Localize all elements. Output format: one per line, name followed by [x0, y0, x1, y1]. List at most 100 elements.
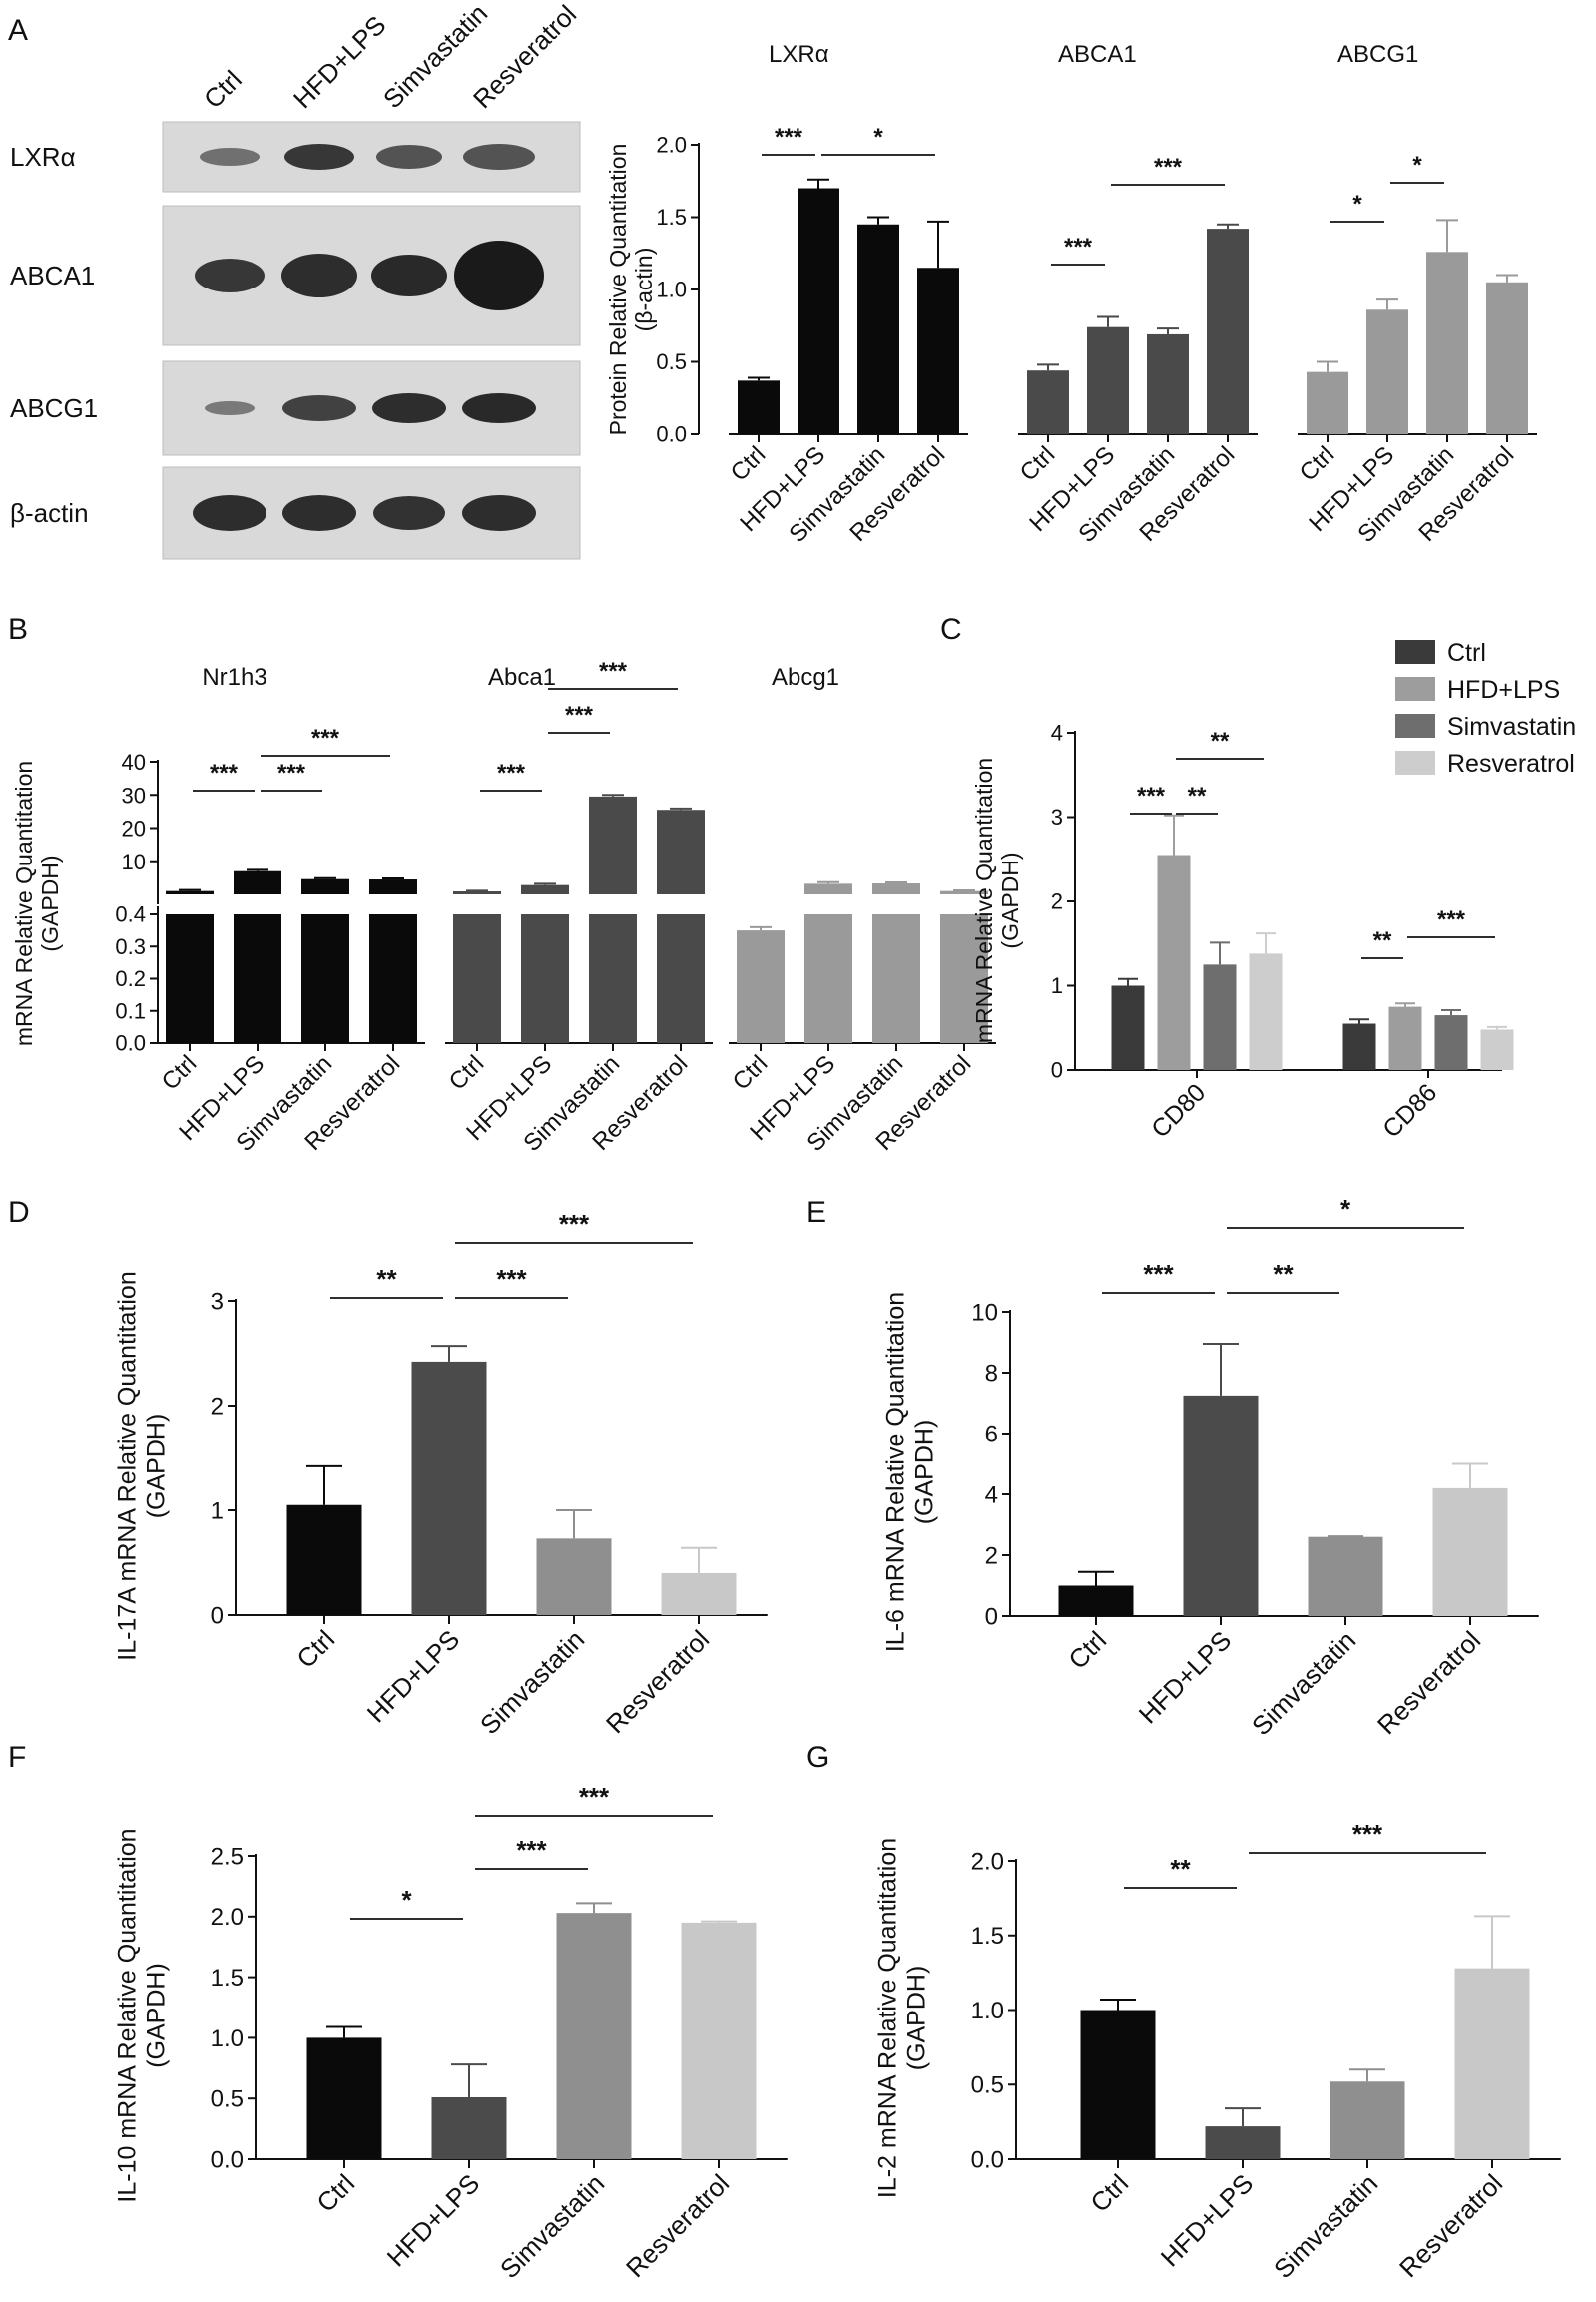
chartF-sig-label: *	[401, 1885, 412, 1915]
chart-c-bar	[1342, 1023, 1376, 1070]
chartD-yaxis-tick-label: 0	[211, 1602, 224, 1629]
chartE-yaxis-tick-label: 0	[985, 1603, 998, 1630]
chart-f-il10: 0.0 0.5 1.0 1.5 2.0 2.5 IL-10 mRNA Relative Qu…	[114, 1782, 788, 2284]
panel-letter-c: C	[940, 613, 962, 646]
chart-c-bar	[1249, 953, 1283, 1070]
chart-b-sig-label: ***	[599, 658, 628, 685]
chart-c-legend-swatch	[1395, 677, 1435, 701]
chart-b-bar-lower	[589, 914, 637, 1043]
blot-row-label: β-actin	[10, 498, 89, 528]
chart-b-bar-upper	[589, 796, 637, 894]
chartF-sig-label: ***	[516, 1835, 547, 1865]
panel-letter-b: B	[8, 613, 28, 646]
blot-band	[372, 393, 446, 423]
chart-b-bar-upper	[872, 883, 920, 894]
chartG-yaxis-tick-label: 1.5	[971, 1923, 1004, 1950]
blot-lane-label: Ctrl	[198, 64, 248, 114]
chartE-bar	[1308, 1536, 1383, 1616]
chartE-yaxis-tick-label: 4	[985, 1481, 998, 1508]
chartG-sig-label: **	[1170, 1854, 1191, 1884]
chart-b-bar-upper	[234, 870, 281, 894]
chart-a-bar	[857, 224, 899, 434]
panel-letters: A B C D E F G	[8, 14, 962, 1774]
chart-b-bar-upper	[369, 879, 417, 894]
blot-band	[462, 495, 536, 531]
chartF-xtick-label: Resveratrol	[620, 2168, 735, 2283]
chart-c-legend-swatch	[1395, 640, 1435, 664]
chartD-xtick-label: Simvastatin	[474, 1624, 590, 1740]
chart-a-sig-label: *	[1352, 191, 1362, 218]
blot-lane-label: HFD+LPS	[287, 10, 391, 114]
blot-band	[376, 145, 442, 169]
chartE-xtick-label: Resveratrol	[1371, 1625, 1486, 1740]
chartF-bar	[306, 2037, 382, 2159]
chart-a-sig-label: ***	[1064, 234, 1093, 261]
chartE-yaxis-tick-label: 2	[985, 1542, 998, 1569]
blot-band	[282, 395, 356, 421]
chart-a-yaxis-tick-label: 0.0	[656, 422, 687, 447]
chart-c-legend-swatch	[1395, 714, 1435, 738]
chart-a-xtick-label: Ctrl	[726, 441, 771, 486]
chartE-sig-label: ***	[1143, 1259, 1174, 1289]
chartG-xtick-label: Resveratrol	[1393, 2168, 1508, 2283]
panel-letter-d: D	[8, 1196, 30, 1229]
chartE-ytitle: IL-6 mRNA Relative Quantitation	[882, 1292, 910, 1652]
panel-letter-e: E	[806, 1196, 826, 1229]
chart-b-ytick-label: 10	[122, 850, 146, 874]
chart-c-bar	[1434, 1015, 1468, 1070]
chart-b-yaxis-lower-tick-label: 0.1	[115, 998, 146, 1023]
chart-c-yaxis-tick-label: 3	[1051, 805, 1063, 830]
chartE-xtick-label: Simvastatin	[1246, 1625, 1361, 1741]
chart-c-legend-label: Simvastatin	[1447, 713, 1576, 741]
chart-a-protein: 0.0 0.5 1.0 1.5 2.0 Protein Relative Quantita…	[605, 41, 1537, 548]
blot-band	[200, 148, 260, 166]
blot-row-label: ABCA1	[10, 261, 95, 290]
chartG-bar	[1205, 2126, 1281, 2159]
chart-a-bar	[1027, 370, 1069, 434]
chart-c-yaxis-tick-label: 0	[1051, 1058, 1063, 1083]
chartD-sig-label: ***	[559, 1209, 590, 1239]
chartE-bar	[1183, 1395, 1259, 1616]
chart-b-yaxis-lower-tick-label: 0.0	[115, 1031, 146, 1056]
chart-b-bar	[737, 930, 785, 1043]
chartF-ytitle: (GAPDH)	[142, 1963, 170, 2068]
chart-a-ytitle: Protein Relative Quantitation	[605, 144, 631, 436]
chartF-xtick-label: Ctrl	[310, 2168, 360, 2218]
chartD-xtick-label: Ctrl	[290, 1624, 340, 1674]
blot-band	[284, 144, 354, 170]
chart-b-bar-upper	[804, 883, 852, 894]
chartF-yaxis-tick-label: 1.5	[211, 1965, 244, 1992]
chart-b-bar-upper	[166, 890, 214, 894]
chart-c-xtick-label: CD80	[1146, 1078, 1211, 1143]
chart-a-xtick-label: Ctrl	[1295, 441, 1339, 486]
panel-letter-a: A	[8, 14, 28, 47]
chartE-bar	[1432, 1487, 1508, 1616]
chart-g-il2: 0.0 0.5 1.0 1.5 2.0 IL-2 mRNA Relative Quanti…	[874, 1819, 1561, 2284]
chartE-sig-label: *	[1340, 1194, 1351, 1224]
chart-b-bar-upper	[521, 884, 569, 894]
chart-b-bar-upper	[453, 891, 501, 894]
blot-band	[463, 144, 535, 170]
chart-b-bar-lower	[369, 914, 417, 1043]
chart-b-bar-lower	[453, 914, 501, 1043]
chartG-yaxis-tick-label: 2.0	[971, 1848, 1004, 1875]
chartD-sig-label: ***	[496, 1264, 527, 1294]
chartG-sig-label: ***	[1352, 1819, 1383, 1849]
chart-a-sig-label: *	[873, 124, 883, 151]
chart-b-group-title: Nr1h3	[202, 664, 266, 691]
chartG-ytitle: IL-2 mRNA Relative Quantitation	[874, 1838, 902, 2198]
chart-b-sig-label: ***	[565, 702, 594, 729]
chart-c-bar	[1203, 964, 1237, 1070]
chart-a-bar	[917, 268, 959, 434]
chartE-xtick-label: Ctrl	[1062, 1625, 1112, 1675]
chart-b-xtick-label: Ctrl	[444, 1050, 489, 1095]
blot-band	[462, 393, 536, 423]
chart-b-sig-label: ***	[497, 760, 526, 787]
chart-b-bar-lower	[872, 914, 920, 1043]
chartF-yaxis-tick-label: 1.0	[211, 2025, 244, 2052]
chart-a-bar	[1426, 252, 1468, 434]
chartD-bar	[286, 1504, 362, 1615]
chart-c-sig-label: ***	[1137, 783, 1166, 810]
chart-b-bar-lower	[804, 914, 852, 1043]
